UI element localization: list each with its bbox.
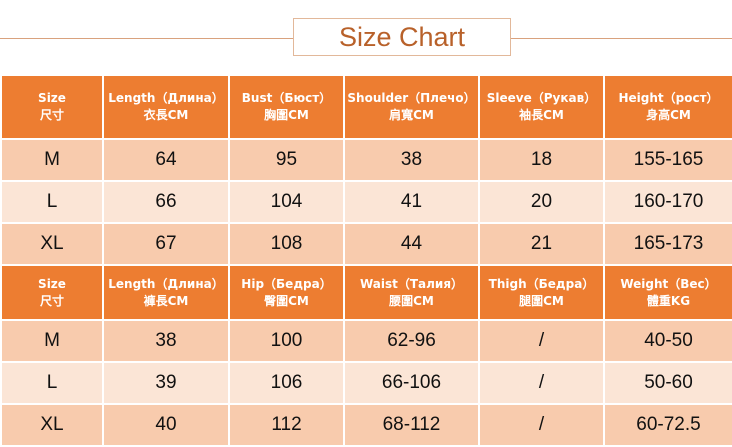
measurement-cell: 64: [102, 138, 230, 182]
header-label-cn: 腿圍CM: [519, 293, 564, 308]
title-rule-left: [0, 38, 293, 39]
header-label-cn: 尺寸: [39, 293, 64, 308]
measurement-cell: 160-170: [603, 180, 732, 224]
measurement-cell: 100: [228, 319, 345, 363]
measurement-cell: 165-173: [603, 222, 732, 266]
measurement-cell: 66: [102, 180, 230, 224]
header-label-cn: 肩寬CM: [389, 108, 434, 122]
size-cell: XL: [0, 403, 104, 447]
size-cell: L: [0, 361, 104, 405]
measurement-cell: /: [478, 403, 605, 447]
size-cell: M: [0, 138, 104, 182]
bottom-table-header-row: Size 尺寸 Length（Длина） 褲長CM Hip（Бедра） 臀圍CM Wai…: [0, 264, 732, 321]
size-cell: M: [0, 319, 104, 363]
measurement-cell: 108: [228, 222, 345, 266]
column-header: Height（рост） 身高CM: [603, 74, 732, 140]
header-label-cn: 衣長CM: [143, 108, 189, 122]
header-label-cn: 身高CM: [646, 108, 691, 122]
column-header: Length（Длина） 衣長CM: [102, 74, 230, 140]
column-header: Bust（Бюст） 胸圍CM: [228, 74, 345, 140]
measurement-cell: 112: [228, 403, 345, 447]
measurement-cell: 155-165: [603, 138, 732, 182]
measurement-cell: 95: [228, 138, 345, 182]
measurement-cell: 21: [478, 222, 605, 266]
measurement-cell: 44: [343, 222, 480, 266]
measurement-cell: 104: [228, 180, 345, 224]
measurement-cell: /: [478, 319, 605, 363]
column-header: Sleeve（Рукав） 袖長CM: [478, 74, 605, 140]
header-label-en: Size: [38, 91, 66, 105]
measurement-cell: 66-106: [343, 361, 480, 405]
size-cell: XL: [0, 222, 104, 266]
column-header: Length（Длина） 褲長CM: [102, 264, 230, 321]
column-header: Weight（Вес） 體重KG: [603, 264, 732, 321]
column-header: Size 尺寸: [0, 74, 104, 140]
page-title: Size Chart: [293, 18, 511, 56]
header-label-en: Sleeve（Рукав）: [486, 91, 597, 105]
measurement-cell: 106: [228, 361, 345, 405]
header-label-en: Height（рост）: [618, 91, 719, 105]
measurement-cell: /: [478, 361, 605, 405]
measurement-cell: 60-72.5: [603, 403, 732, 447]
measurement-cell: 67: [102, 222, 230, 266]
size-chart-table: Size 尺寸 Length（Длина） 衣長CM Bust（Бюст） 胸圍CM Sho…: [0, 74, 732, 447]
table-row: L 39 106 66-106/50-60: [0, 361, 732, 405]
header-label-cn: 袖長CM: [519, 108, 564, 122]
table-row: XL 67 108 44 21 165-173: [0, 222, 732, 266]
header-label-cn: 胸圍CM: [264, 108, 309, 122]
header-label-en: Length（Длина）: [108, 276, 224, 291]
header-label-cn: 腰圍CM: [389, 293, 434, 308]
header-label-cn: 體重KG: [646, 293, 691, 308]
size-cell: L: [0, 180, 104, 224]
header-label-en: Weight（Вес）: [620, 276, 717, 291]
table-row: M 38 100 62-96/40-50: [0, 319, 732, 363]
measurement-cell: 40-50: [603, 319, 732, 363]
header-label-en: Hip（Бедра）: [241, 276, 332, 291]
measurement-cell: 38: [102, 319, 230, 363]
measurement-cell: 38: [343, 138, 480, 182]
table-row: L 66 104 41 20 160-170: [0, 180, 732, 224]
header-label-en: Bust（Бюст）: [241, 91, 332, 105]
header-label-en: Waist（Талия）: [359, 276, 464, 291]
header-label-cn: 尺寸: [39, 108, 64, 122]
measurement-cell: 62-96: [343, 319, 480, 363]
header-label-cn: 臀圍CM: [264, 293, 309, 308]
column-header: Size 尺寸: [0, 264, 104, 321]
column-header: Waist（Талия） 腰圍CM: [343, 264, 480, 321]
column-header: Hip（Бедра） 臀圍CM: [228, 264, 345, 321]
table-row: XL 40 112 68-112/60-72.5: [0, 403, 732, 447]
measurement-cell: 40: [102, 403, 230, 447]
measurement-cell: 18: [478, 138, 605, 182]
measurement-cell: 39: [102, 361, 230, 405]
measurement-cell: 50-60: [603, 361, 732, 405]
column-header: Shoulder（Плечо） 肩寬CM: [343, 74, 480, 140]
table-row: M 64 95 38 18 155-165: [0, 138, 732, 182]
column-header: Thigh（Бедра） 腿圍CM: [478, 264, 605, 321]
header-label-en: Size: [38, 276, 66, 291]
header-label-en: Thigh（Бедра）: [488, 276, 595, 291]
header-label-en: Shoulder（Плечо）: [347, 91, 476, 105]
measurement-cell: 20: [478, 180, 605, 224]
header-label-en: Length（Длина）: [108, 91, 224, 105]
header-label-cn: 褲長CM: [143, 293, 189, 308]
title-rule-right: [511, 38, 732, 39]
measurement-cell: 68-112: [343, 403, 480, 447]
top-table-header-row: Size 尺寸 Length（Длина） 衣長CM Bust（Бюст） 胸圍CM Sho…: [0, 74, 732, 140]
measurement-cell: 41: [343, 180, 480, 224]
